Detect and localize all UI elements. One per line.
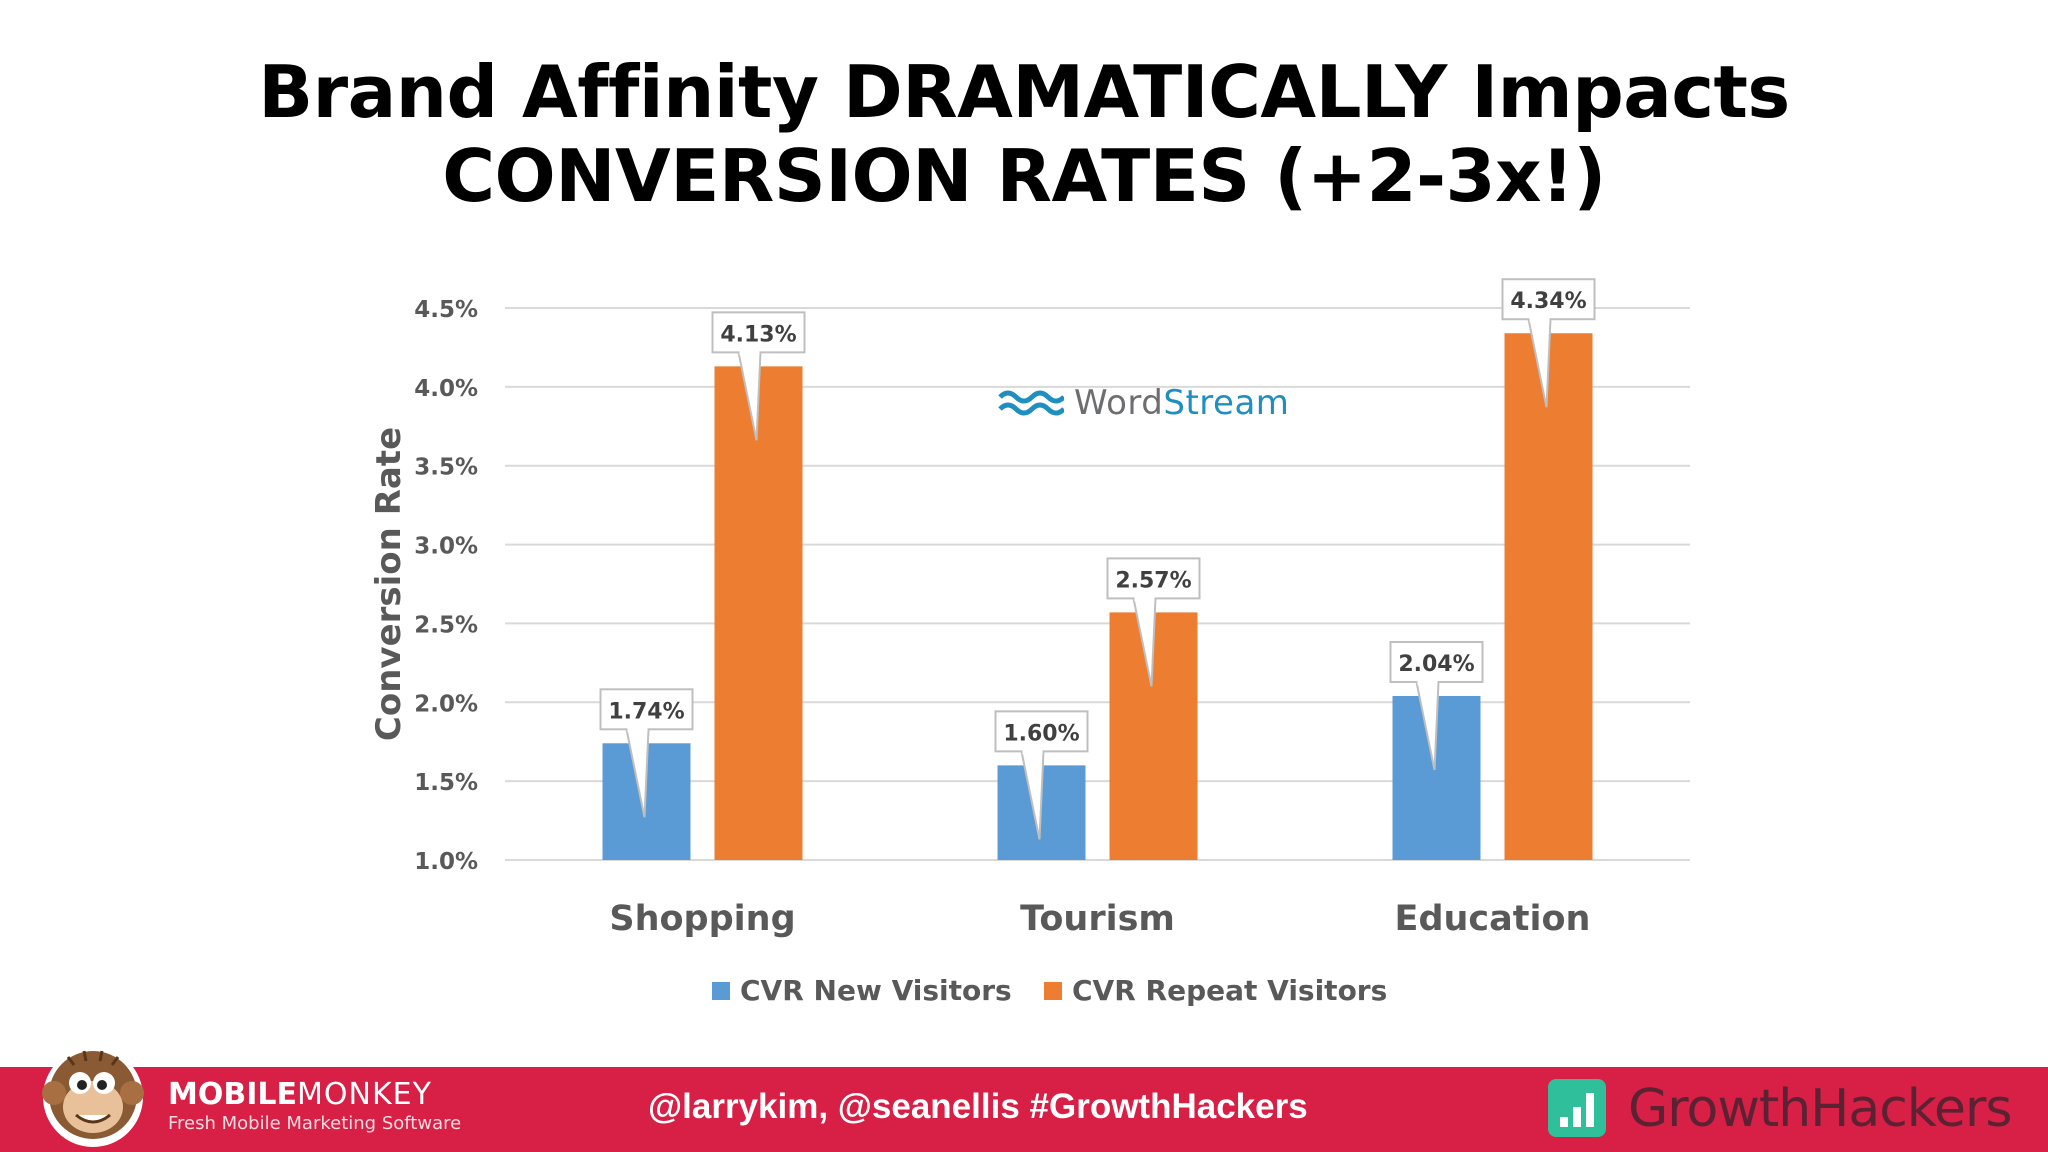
callout-joint xyxy=(739,349,760,356)
callout-joint xyxy=(1134,595,1155,602)
wordstream-word-part-1: Word xyxy=(1074,383,1164,423)
y-tick-label: 3.5% xyxy=(414,455,478,481)
data-label: 2.57% xyxy=(1115,568,1191,593)
data-label: 2.04% xyxy=(1398,652,1474,677)
x-tick-label: Education xyxy=(1395,899,1591,939)
footer-handles: @larrykim, @seanellis #GrowthHackers xyxy=(648,1087,1308,1126)
x-tick-label: Shopping xyxy=(609,899,795,939)
growthhackers-name: GrowthHackers xyxy=(1628,1079,2012,1139)
wordstream-word-part-2: Stream xyxy=(1163,383,1290,423)
slide-title-line-1: Brand Affinity DRAMATICALLY Impacts xyxy=(258,50,1790,134)
callout-joint xyxy=(627,726,648,733)
callout-joint xyxy=(1417,678,1438,685)
bar-chart: 1.0% 1.5% 2.0% 2.5% 3.0% 3.5% 4.0% 4.5% Conversi… xyxy=(369,278,1690,1007)
y-tick-label: 4.0% xyxy=(414,376,478,402)
callout-joint xyxy=(1529,316,1550,323)
callout-box xyxy=(599,688,694,731)
bar xyxy=(714,366,803,860)
callout-box xyxy=(1389,640,1484,683)
y-axis-label: Conversion Rate xyxy=(369,427,409,741)
y-tick-label: 1.5% xyxy=(414,770,478,796)
slide-title-line-2: CONVERSION RATES (+2-3x!) xyxy=(442,134,1606,218)
monkey-mascot-icon xyxy=(42,1047,144,1147)
data-label: 4.13% xyxy=(720,322,796,347)
footer-bar: MOBILEMONKEY Fresh Mobile Marketing Soft… xyxy=(0,1047,2048,1152)
bar xyxy=(1504,333,1593,861)
y-tick-label: 1.0% xyxy=(414,849,478,875)
legend-swatch xyxy=(1044,982,1062,1000)
data-label: 1.60% xyxy=(1003,721,1079,746)
x-tick-label: Tourism xyxy=(1020,899,1175,939)
data-label: 1.74% xyxy=(608,699,684,724)
wordstream-waves-icon xyxy=(998,390,1064,416)
mobilemonkey-name-bold: MOBILE xyxy=(168,1077,297,1112)
y-tick-label: 4.5% xyxy=(414,297,478,323)
legend-swatch xyxy=(712,982,730,1000)
growthhackers-bars-icon xyxy=(1548,1079,1606,1137)
y-tick-label: 2.5% xyxy=(414,612,478,638)
data-label: 4.34% xyxy=(1510,289,1586,314)
callout-box xyxy=(1501,278,1596,321)
legend-label: CVR New Visitors xyxy=(740,974,1012,1007)
callout-box xyxy=(994,710,1089,753)
legend-label: CVR Repeat Visitors xyxy=(1072,974,1387,1007)
callout-joint xyxy=(1022,748,1043,755)
y-tick-label: 3.0% xyxy=(414,534,478,560)
slide-title: Brand Affinity DRAMATICALLY Impacts CONV… xyxy=(0,50,2048,218)
mobilemonkey-name: MOBILEMONKEY xyxy=(168,1077,461,1113)
mobilemonkey-tagline: Fresh Mobile Marketing Software xyxy=(168,1113,462,1134)
mobilemonkey-brand: MOBILEMONKEY Fresh Mobile Marketing Soft… xyxy=(168,1077,461,1135)
mobilemonkey-name-light: MONKEY xyxy=(297,1077,432,1112)
y-tick-label: 2.0% xyxy=(414,691,478,717)
